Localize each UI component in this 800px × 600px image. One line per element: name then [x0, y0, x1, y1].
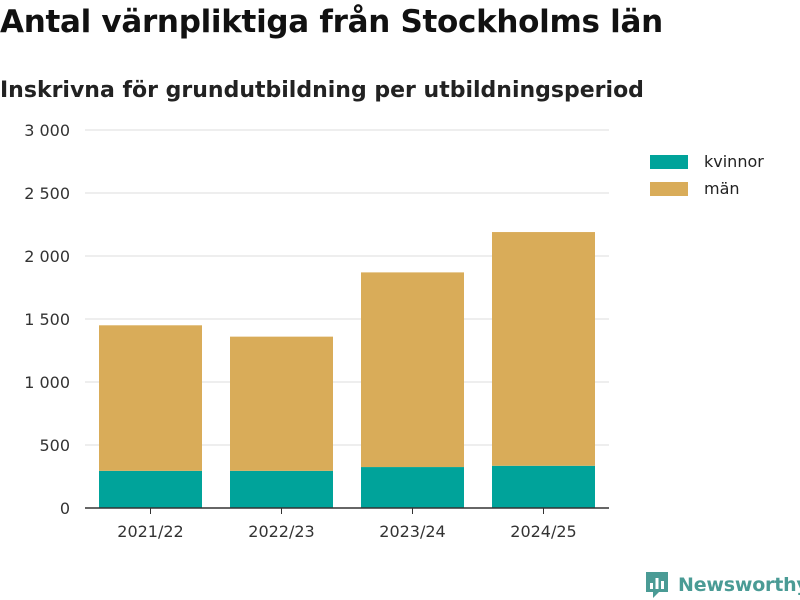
y-tick-label: 500 — [39, 436, 70, 455]
bar-män — [230, 336, 333, 471]
bar-kvinnor — [361, 467, 464, 508]
y-tick-label: 1 500 — [24, 310, 70, 329]
x-tick-label: 2022/23 — [248, 522, 314, 541]
newsworthy-logo-icon — [646, 572, 668, 598]
bar-män — [361, 272, 464, 468]
y-tick-label: 0 — [60, 499, 70, 518]
legend-swatch-man — [650, 181, 688, 196]
legend-label-kvinnor: kvinnor — [704, 152, 764, 171]
bar-män — [99, 325, 202, 471]
bar-kvinnor — [492, 465, 595, 508]
legend-swatch-kvinnor — [650, 154, 688, 169]
x-tick-label: 2024/25 — [510, 522, 576, 541]
legend-label-man: män — [704, 179, 740, 198]
chart-title: Antal värnpliktiga från Stockholms län — [0, 4, 663, 40]
bar-kvinnor — [230, 470, 333, 508]
y-tick-label: 2 500 — [24, 184, 70, 203]
x-tick-label: 2023/24 — [379, 522, 445, 541]
bar-kvinnor — [99, 470, 202, 508]
brand-logo: Newsworthy — [644, 570, 800, 600]
bar-män — [492, 232, 595, 466]
brand-name: Newsworthy — [678, 574, 800, 596]
legend-item-man: män — [650, 175, 764, 202]
x-tick-label: 2021/22 — [117, 522, 183, 541]
legend: kvinnor män — [650, 148, 764, 202]
y-tick-label: 3 000 — [24, 121, 70, 140]
legend-item-kvinnor: kvinnor — [650, 148, 764, 175]
chart-subtitle: Inskrivna för grundutbildning per utbild… — [0, 78, 644, 103]
y-tick-label: 2 000 — [24, 247, 70, 266]
y-tick-label: 1 000 — [24, 373, 70, 392]
